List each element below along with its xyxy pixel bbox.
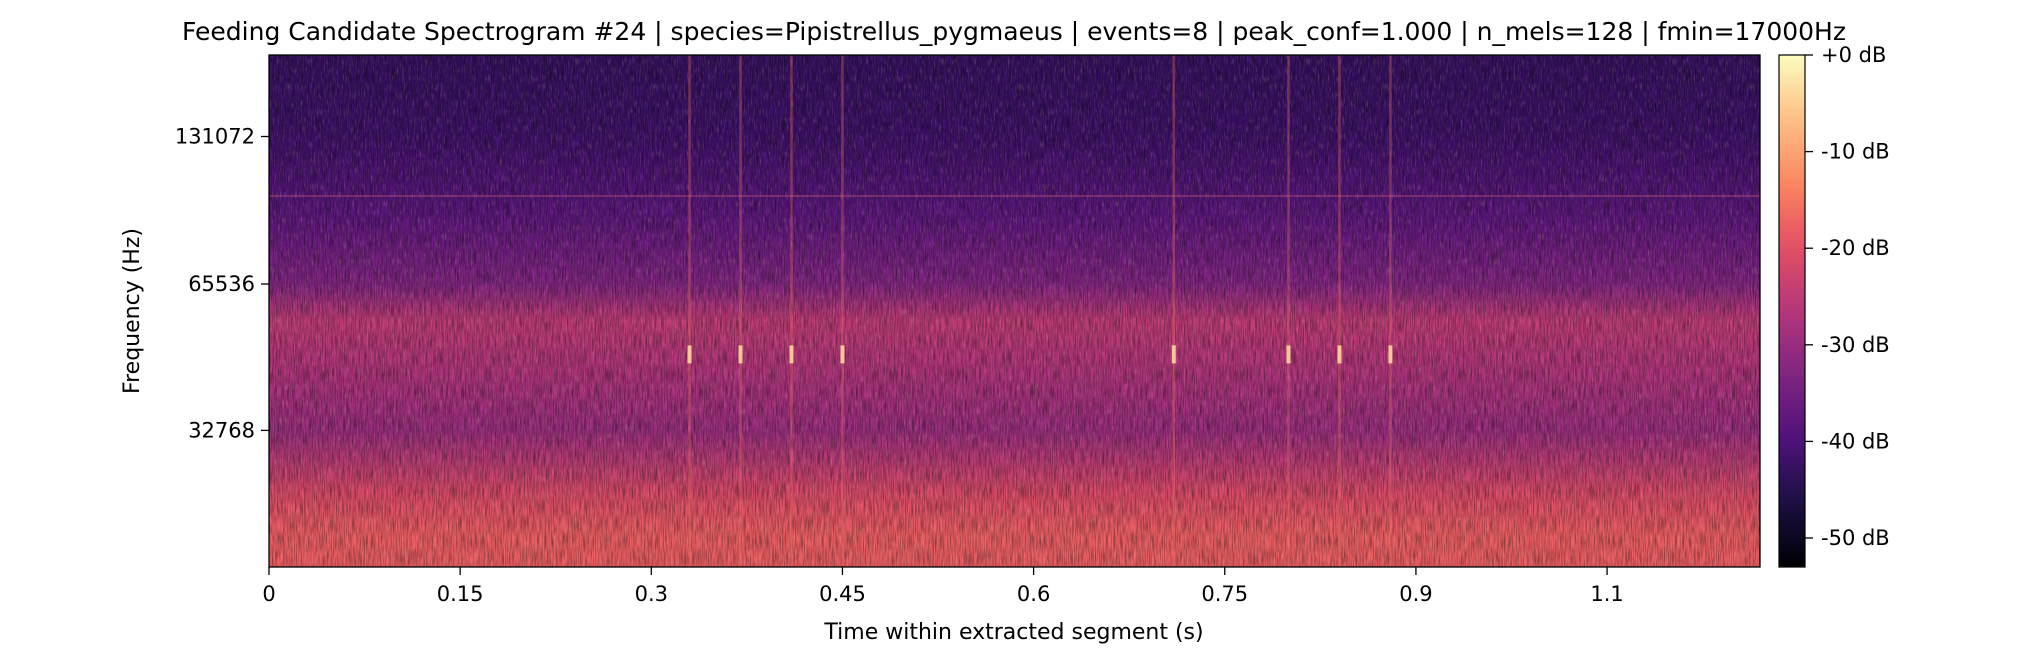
- colorbar-ticks: +0 dB -10 dB -20 dB -30 dB -40 dB -50 dB: [1805, 43, 1890, 550]
- chart-title: Feeding Candidate Spectrogram #24 | spec…: [182, 17, 1846, 46]
- colorbar-tick-label: -10 dB: [1821, 140, 1890, 164]
- event-mark: [1171, 345, 1176, 364]
- y-axis-label: Frequency (Hz): [120, 228, 145, 394]
- colorbar: +0 dB -10 dB -20 dB -30 dB -40 dB -50 dB: [1778, 43, 1890, 568]
- event-mark: [840, 345, 845, 364]
- colorbar-tick-label: +0 dB: [1821, 43, 1886, 67]
- y-tick-label: 65536: [188, 272, 255, 296]
- spectrogram-image: [269, 55, 1760, 567]
- event-mark: [687, 345, 692, 364]
- event-mark: [789, 345, 794, 364]
- x-axis-label: Time within extracted segment (s): [823, 620, 1203, 645]
- x-axis: 0 0.15 0.3 0.45 0.6 0.75 0.9 1.1: [262, 567, 1624, 606]
- colorbar-frame: [1778, 54, 1806, 568]
- event-mark: [738, 345, 743, 364]
- plot-frame: [268, 54, 1761, 568]
- x-tick-label: 0.15: [437, 582, 484, 606]
- colorbar-tick-label: -50 dB: [1821, 526, 1890, 550]
- event-mark: [1286, 345, 1291, 364]
- spectrogram-bright-noise: [269, 55, 1760, 567]
- y-tick-label: 131072: [175, 125, 255, 149]
- colorbar-tick-label: -30 dB: [1821, 333, 1890, 357]
- x-tick-label: 0.6: [1017, 582, 1050, 606]
- colorbar-gradient: [1779, 55, 1805, 567]
- event-mark: [1388, 345, 1393, 364]
- x-tick-label: 0.45: [819, 582, 866, 606]
- colorbar-tick-label: -20 dB: [1821, 236, 1890, 260]
- event-mark: [1337, 345, 1342, 364]
- colorbar-tick-label: -40 dB: [1821, 429, 1890, 453]
- x-tick-label: 0.9: [1399, 582, 1432, 606]
- x-tick-label: 0.75: [1201, 582, 1248, 606]
- y-tick-label: 32768: [188, 418, 255, 442]
- event-marks: [687, 55, 1393, 567]
- x-tick-label: 0: [262, 582, 275, 606]
- x-tick-label: 1.1: [1590, 582, 1623, 606]
- x-tick-label: 0.3: [635, 582, 668, 606]
- y-axis: 32768 65536 131072: [175, 125, 269, 442]
